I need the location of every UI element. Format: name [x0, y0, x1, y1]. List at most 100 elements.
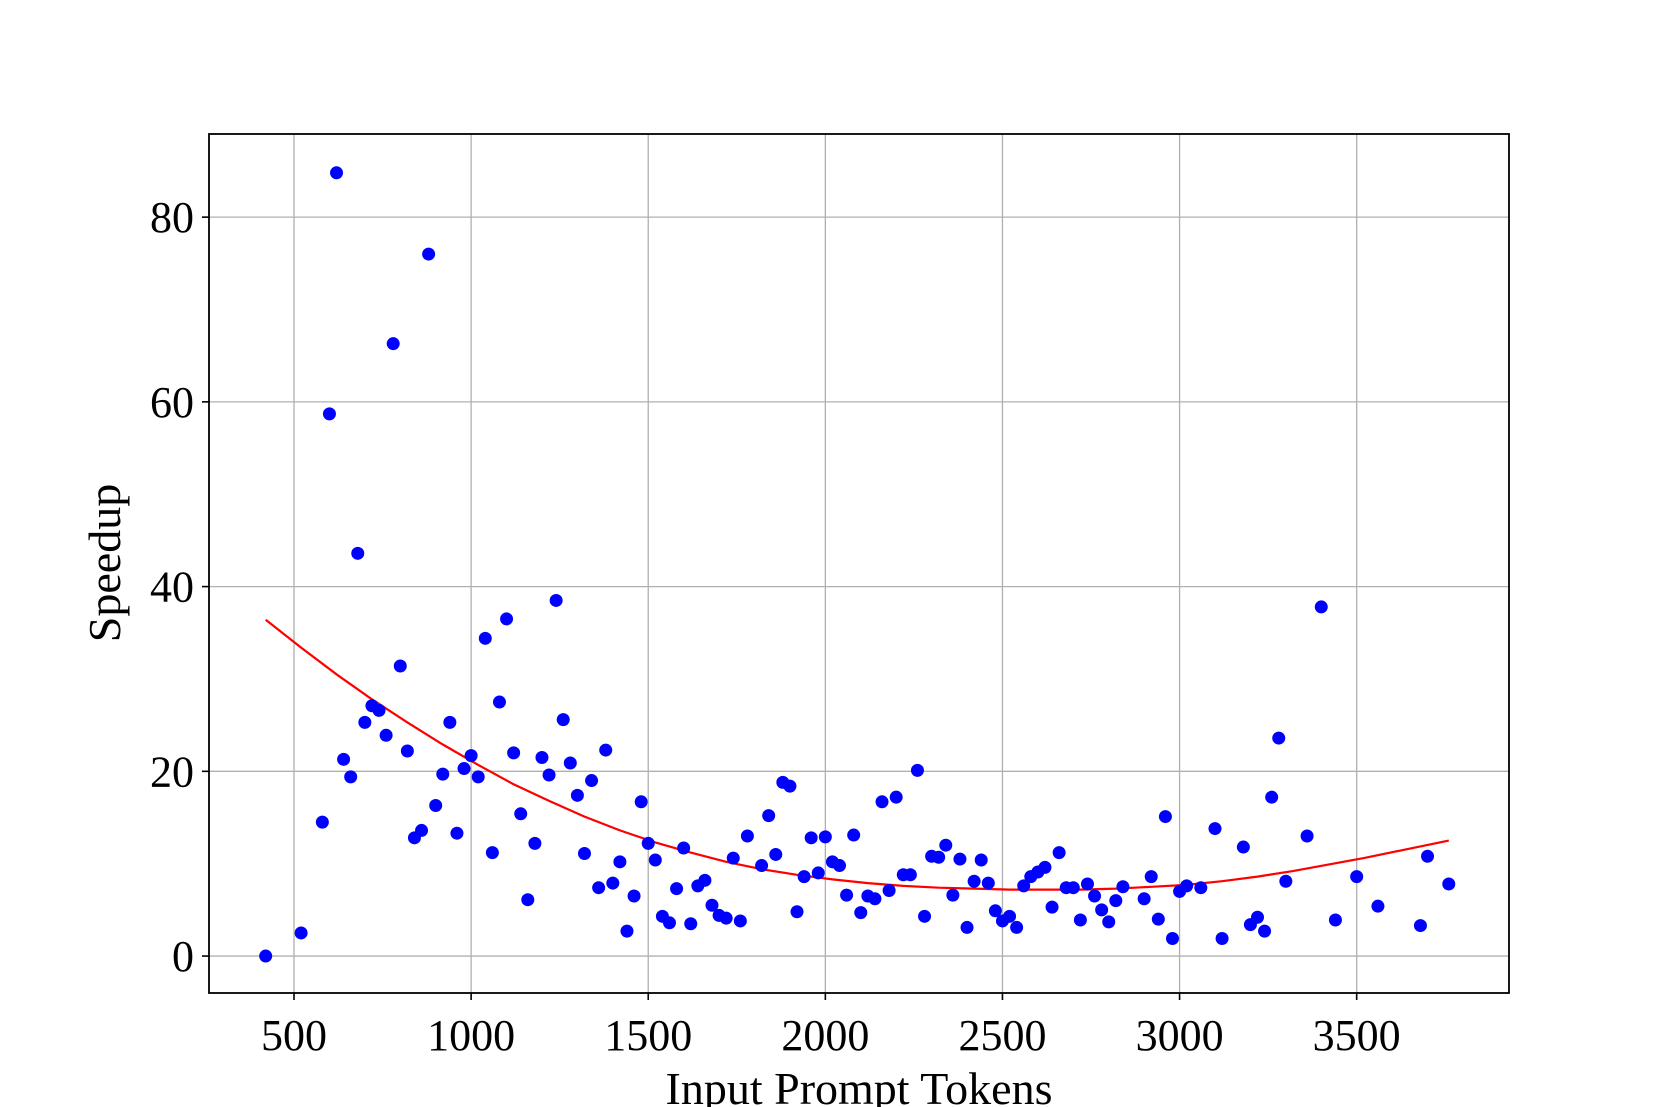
scatter-point	[1165, 932, 1179, 946]
scatter-point	[981, 876, 995, 890]
x-tick-label: 2500	[958, 1011, 1046, 1060]
scatter-point	[528, 836, 542, 850]
scatter-point	[1371, 899, 1385, 913]
scatter-point	[818, 830, 832, 844]
scatter-point	[804, 831, 818, 845]
x-tick-label: 2000	[781, 1011, 869, 1060]
scatter-point	[1442, 877, 1456, 891]
scatter-point	[1258, 924, 1272, 938]
scatter-point	[755, 859, 769, 873]
scatter-point	[535, 750, 549, 764]
scatter-point	[1003, 909, 1017, 923]
scatter-point	[847, 828, 861, 842]
scatter-point	[733, 914, 747, 928]
scatter-point	[322, 407, 336, 421]
scatter-point	[259, 949, 273, 963]
scatter-point	[854, 906, 868, 920]
scatter-point	[1102, 915, 1116, 929]
scatter-point	[1052, 846, 1066, 860]
scatter-point	[514, 807, 528, 821]
scatter-point	[471, 770, 485, 784]
scatter-point	[315, 815, 329, 829]
scatter-point	[783, 779, 797, 793]
scatter-point	[386, 337, 400, 351]
y-tick-label: 0	[172, 932, 194, 981]
scatter-point	[882, 883, 896, 897]
scatter-point	[1080, 877, 1094, 891]
scatter-point	[415, 823, 429, 837]
scatter-point	[1116, 880, 1130, 894]
scatter-point	[351, 546, 365, 560]
scatter-point	[684, 917, 698, 931]
scatter-point	[1421, 849, 1435, 863]
scatter-point	[1300, 829, 1314, 843]
scatter-point	[1144, 870, 1158, 884]
scatter-point	[939, 838, 953, 852]
scatter-point	[337, 752, 351, 766]
scatter-point	[485, 846, 499, 860]
x-tick-label: 1500	[604, 1011, 692, 1060]
scatter-point	[840, 888, 854, 902]
scatter-point	[344, 770, 358, 784]
x-tick-label: 3500	[1313, 1011, 1401, 1060]
scatter-point	[960, 920, 974, 934]
plot-frame	[208, 133, 1510, 994]
scatter-point	[478, 631, 492, 645]
scatter-point	[464, 749, 478, 763]
scatter-point	[769, 847, 783, 861]
scatter-point	[393, 659, 407, 673]
scatter-point	[868, 892, 882, 906]
scatter-point	[542, 768, 556, 782]
x-axis-label: Input Prompt Tokens	[666, 1063, 1053, 1107]
scatter-point	[620, 924, 634, 938]
scatter-point	[1413, 919, 1427, 933]
scatter-point	[1350, 870, 1364, 884]
y-tick-label: 40	[150, 563, 194, 612]
scatter-point	[1194, 881, 1208, 895]
scatter-point	[1272, 731, 1286, 745]
scatter-point	[932, 850, 946, 864]
scatter-point	[811, 866, 825, 880]
scatter-point	[740, 829, 754, 843]
scatter-point	[634, 795, 648, 809]
y-tick-label: 20	[150, 747, 194, 796]
scatter-point	[585, 774, 599, 788]
scatter-point	[889, 790, 903, 804]
scatter-point	[577, 847, 591, 861]
scatter-point	[953, 852, 967, 866]
scatter-point	[1066, 881, 1080, 895]
scatter-point	[563, 756, 577, 770]
scatter-point	[492, 695, 506, 709]
scatter-point	[613, 855, 627, 869]
scatter-point	[1328, 913, 1342, 927]
scatter-points-layer	[259, 166, 1456, 963]
scatter-point	[627, 889, 641, 903]
scatter-point	[1314, 600, 1328, 614]
scatter-point	[1236, 840, 1250, 854]
scatter-point	[1251, 910, 1265, 924]
scatter-point	[670, 882, 684, 896]
scatter-point	[599, 743, 613, 757]
x-tick-label: 1000	[427, 1011, 515, 1060]
scatter-point	[443, 715, 457, 729]
scatter-point	[833, 859, 847, 873]
scatter-point	[1279, 874, 1293, 888]
scatter-point	[662, 916, 676, 930]
scatter-point	[422, 247, 436, 261]
scatter-point	[372, 703, 386, 717]
scatter-point	[549, 593, 563, 607]
y-axis-label: Speedup	[79, 484, 130, 642]
y-tick-label: 80	[150, 193, 194, 242]
scatter-point	[677, 841, 691, 855]
scatter-point	[1151, 912, 1165, 926]
scatter-point	[450, 826, 464, 840]
scatter-point	[500, 612, 514, 626]
scatter-point	[1158, 810, 1172, 824]
scatter-point	[797, 870, 811, 884]
scatter-point	[1265, 790, 1279, 804]
fit-curve-line	[265, 618, 1450, 891]
scatter-point	[790, 905, 804, 919]
scatter-point	[570, 788, 584, 802]
